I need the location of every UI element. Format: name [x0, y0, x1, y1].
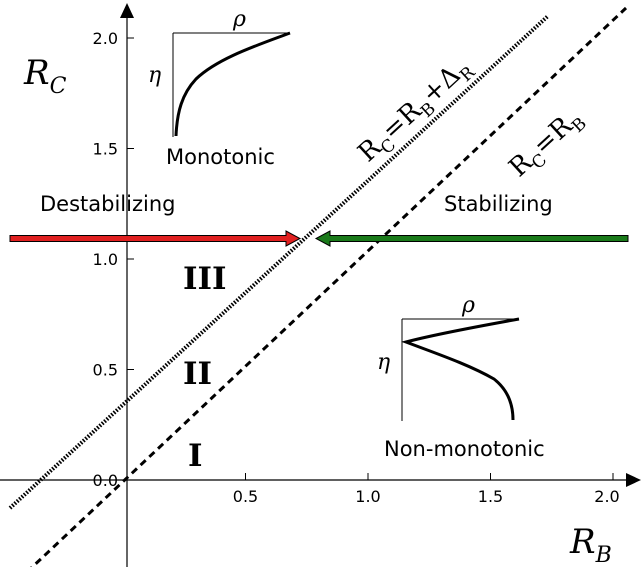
- inset-monotonic-rho: ρ: [232, 7, 246, 32]
- destabilizing-arrow: [9, 230, 302, 247]
- label-offset-line-text: RC=RB+ΔR: [352, 51, 480, 172]
- y-axis-title: RC: [23, 53, 67, 99]
- x-axis-subscript: B: [595, 543, 612, 567]
- inset-monotonic-curve: [174, 31, 291, 137]
- y-axis-arrowhead: [120, 3, 134, 18]
- line-rc-equals-rb: [30, 6, 628, 567]
- destabilizing-label: Destabilizing: [40, 192, 175, 216]
- inset-monotonic-label: Monotonic: [166, 145, 275, 169]
- x-axis-arrowhead: [626, 473, 641, 487]
- x-tick-label: 2.0: [594, 487, 619, 506]
- inset-non-monotonic: ρ η Non-monotonic: [377, 293, 545, 461]
- y-tick-label: 1.5: [93, 140, 118, 159]
- inset-non-monotonic-label: Non-monotonic: [384, 437, 545, 461]
- y-axis-symbol: R: [23, 53, 50, 93]
- y-axis-subscript: C: [50, 74, 67, 99]
- line-rc-equals-rb-plus-delta: [8, 14, 550, 510]
- stabilizing-label: Stabilizing: [444, 192, 553, 216]
- label-equal-line: RC=RB: [503, 103, 590, 187]
- inset-non-monotonic-rho: ρ: [461, 293, 475, 318]
- region-i-label: I: [188, 438, 203, 474]
- label-offset-line: RC=RB+ΔR: [352, 51, 480, 172]
- region-iii-label: III: [183, 261, 227, 297]
- x-axis-title: RB: [569, 522, 612, 567]
- y-ticks: 0.0 0.5 1.0 1.5 2.0: [93, 29, 134, 490]
- x-tick-label: 0.5: [233, 487, 258, 506]
- stabilizing-arrow: [314, 230, 629, 247]
- x-ticks: 0.5 1.0 1.5 2.0: [233, 473, 620, 506]
- y-tick-label: 0.5: [93, 361, 118, 380]
- x-tick-label: 1.5: [478, 487, 503, 506]
- inset-monotonic-eta: η: [148, 63, 161, 88]
- x-tick-label: 1.0: [355, 487, 380, 506]
- region-ii-label: II: [183, 356, 212, 392]
- x-axis-symbol: R: [569, 522, 596, 562]
- inset-non-monotonic-eta: η: [377, 350, 390, 375]
- stabilizing-arrow-shape: [314, 230, 629, 247]
- inset-monotonic: ρ η Monotonic: [148, 7, 291, 169]
- inset-non-monotonic-curve: [401, 317, 520, 421]
- y-tick-label: 2.0: [93, 29, 118, 48]
- destabilizing-arrow-shape: [9, 230, 302, 247]
- y-tick-label: 1.0: [93, 250, 118, 269]
- label-equal-line-text: RC=RB: [503, 103, 590, 187]
- y-tick-label: 0.0: [93, 471, 118, 490]
